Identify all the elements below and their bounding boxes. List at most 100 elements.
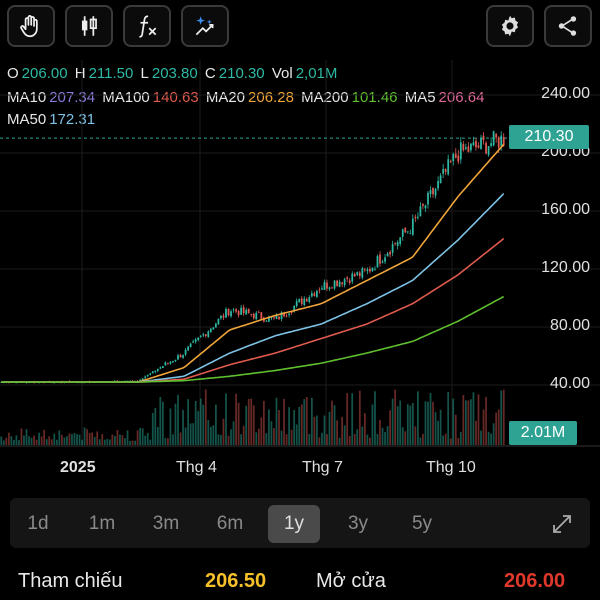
sparkle-arrow-icon	[195, 16, 214, 36]
candle-body	[252, 313, 255, 319]
volume-bar	[391, 398, 394, 445]
candle-body	[247, 308, 250, 314]
volume-bar	[124, 438, 126, 445]
candle-body	[209, 328, 212, 333]
candle-body	[139, 379, 142, 382]
candle-body	[167, 362, 169, 364]
volume-bar	[68, 433, 71, 445]
range-3y[interactable]: 3y	[347, 513, 369, 534]
volume-bar	[151, 413, 154, 445]
hand-tool-button[interactable]	[7, 5, 55, 47]
candlestick-type-button[interactable]	[65, 5, 113, 47]
volume-bar	[376, 433, 379, 445]
volume-bar	[386, 426, 389, 445]
candle-body	[386, 253, 389, 257]
candle-body	[156, 368, 159, 371]
volume-bar	[230, 429, 232, 445]
volume-bar	[417, 391, 419, 445]
ma50-value: 172.31	[49, 111, 96, 128]
settings-button[interactable]	[486, 5, 534, 47]
expand-button[interactable]	[545, 507, 579, 541]
magic-draw-button[interactable]	[181, 5, 229, 47]
volume-bar	[182, 409, 184, 445]
range-5y[interactable]: 5y	[411, 513, 433, 534]
candle-body	[467, 146, 470, 152]
indicator-button[interactable]	[123, 5, 171, 47]
candle-body	[194, 339, 197, 342]
candle-body	[161, 366, 164, 368]
volume-bar	[63, 437, 66, 445]
candle-body	[424, 205, 427, 209]
volume-bar	[58, 430, 61, 445]
volume-bar	[76, 434, 78, 445]
candle-body	[179, 354, 182, 358]
volume-bar	[28, 436, 30, 445]
volume-bar	[497, 409, 500, 445]
share-button[interactable]	[544, 5, 592, 47]
candle-body	[454, 153, 457, 158]
volume-bar	[432, 401, 434, 445]
volume-bar	[424, 401, 427, 445]
candle-body	[376, 256, 379, 268]
candle-body	[305, 298, 308, 302]
volume-bar	[149, 439, 152, 445]
high-value: 211.50	[88, 65, 134, 82]
volume-bar	[295, 424, 298, 445]
x-tick-thg10: Thg 10	[426, 459, 476, 476]
volume-bar	[154, 407, 157, 445]
volume-bar	[477, 394, 480, 445]
candle-body	[361, 268, 364, 278]
volume-bar	[119, 434, 121, 445]
volume-bar	[35, 439, 38, 445]
volume-bar	[91, 432, 94, 445]
volume-bar	[167, 438, 169, 445]
volume-bar	[447, 391, 450, 445]
ma-row-1: MA10 207.34 MA100 140.63 MA20 206.28 MA200 1…	[7, 89, 487, 106]
volume-label: Vol	[271, 65, 293, 82]
candle-body	[232, 309, 235, 311]
candle-body	[293, 305, 296, 312]
candlestick-icon	[81, 16, 97, 36]
volume-bar	[338, 437, 341, 445]
open-label: O	[7, 65, 19, 82]
open-value: 206.00	[21, 65, 68, 82]
low-label: L	[140, 65, 149, 82]
range-1d[interactable]: 1d	[27, 513, 49, 534]
volume-bar	[194, 400, 197, 445]
volume-bar	[30, 437, 33, 445]
candle-body	[328, 287, 331, 290]
candle-body	[227, 308, 230, 316]
range-6m[interactable]: 6m	[216, 513, 244, 534]
candle-body	[202, 334, 205, 336]
volume-bar	[164, 438, 167, 445]
expand-icon	[553, 515, 571, 533]
volume-bar	[136, 430, 139, 445]
candle-body	[169, 361, 172, 364]
candle-body	[280, 312, 283, 320]
range-1y[interactable]: 1y	[268, 505, 320, 543]
candle-body	[442, 168, 445, 174]
candle-body	[308, 297, 311, 302]
candle-body	[502, 137, 505, 146]
volume-bar	[336, 420, 338, 445]
volume-bar	[379, 419, 381, 445]
candle-body	[323, 282, 326, 290]
candle-body	[492, 131, 495, 146]
candle-body	[131, 380, 134, 382]
price-chart[interactable]	[0, 60, 600, 460]
volume-bar	[98, 439, 101, 445]
candle-body	[257, 312, 260, 313]
range-1m[interactable]: 1m	[88, 513, 116, 534]
candle-body	[182, 355, 184, 358]
volume-bar	[192, 423, 195, 445]
candle-body	[346, 277, 349, 280]
volume-bar	[396, 406, 399, 445]
volume-bar	[60, 434, 63, 445]
candle-body	[321, 288, 323, 290]
volume-bar	[316, 415, 318, 445]
volume-bar	[492, 423, 495, 445]
range-3m[interactable]: 3m	[152, 513, 180, 534]
candle-body	[417, 216, 419, 218]
volume-bar	[257, 428, 260, 445]
candle-body	[141, 378, 144, 381]
